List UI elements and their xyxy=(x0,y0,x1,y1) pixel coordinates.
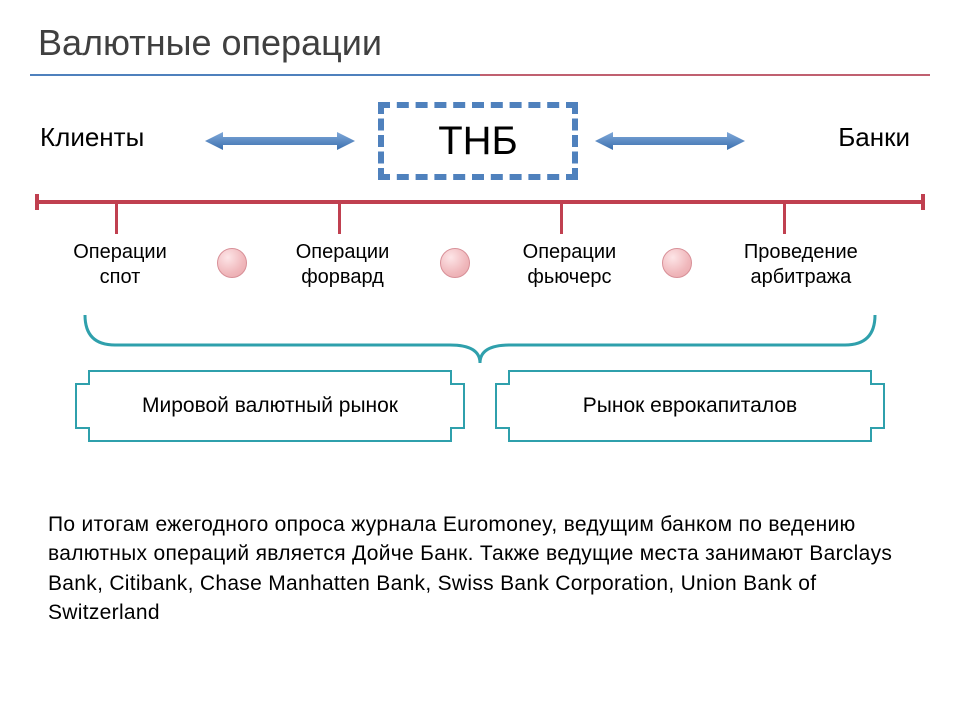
bullet-icon xyxy=(662,248,692,278)
double-arrow-right-icon xyxy=(595,132,745,150)
market-box: Рынок еврокапиталов xyxy=(495,370,885,442)
operations-timeline: Операцииспот Операциифорвард Операциифьюче… xyxy=(35,200,925,300)
bullet-icon xyxy=(217,248,247,278)
slide: Валютные операции Клиенты ТНБ Банки Опер… xyxy=(0,0,960,720)
market-boxes: Мировой валютный рынок Рынок еврокапитало… xyxy=(0,370,960,450)
operation-label: Проведениеарбитража xyxy=(716,240,886,290)
page-title: Валютные операции xyxy=(38,22,382,64)
summary-paragraph: По итогам ежегодного опроса журнала Euro… xyxy=(48,510,918,628)
bullet-icon xyxy=(440,248,470,278)
timeline-tick xyxy=(560,200,563,234)
market-box: Мировой валютный рынок xyxy=(75,370,465,442)
timeline-tick xyxy=(338,200,341,234)
double-arrow-left-icon xyxy=(205,132,355,150)
operation-label: Операциифорвард xyxy=(258,240,428,290)
timeline-tick xyxy=(115,200,118,234)
timeline-tick xyxy=(783,200,786,234)
title-underline xyxy=(30,74,930,76)
operation-label: Операциифьючерс xyxy=(484,240,654,290)
center-entity-box: ТНБ xyxy=(378,102,578,180)
center-entity-label: ТНБ xyxy=(438,119,518,164)
clients-label: Клиенты xyxy=(40,122,144,153)
timeline-bar xyxy=(35,200,925,204)
market-label: Мировой валютный рынок xyxy=(142,394,398,418)
operation-label: Операцииспот xyxy=(35,240,205,290)
top-row: Клиенты ТНБ Банки xyxy=(0,102,960,182)
brace-icon xyxy=(75,305,885,365)
banks-label: Банки xyxy=(838,122,910,153)
market-label: Рынок еврокапиталов xyxy=(583,394,797,418)
